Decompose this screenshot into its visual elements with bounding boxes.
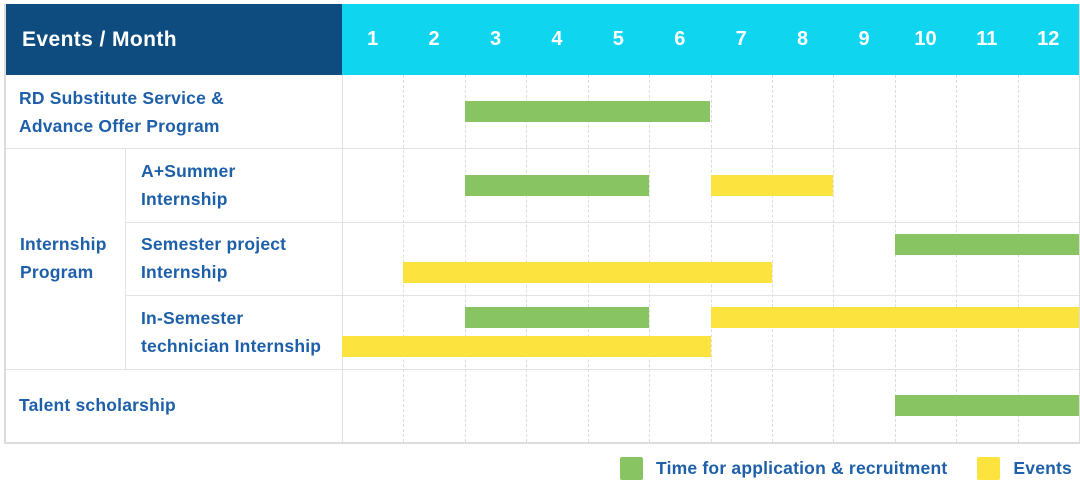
month-grid-line xyxy=(526,75,528,442)
month-grid-line xyxy=(649,75,651,442)
month-label-1: 1 xyxy=(367,28,379,50)
row-divider-line xyxy=(126,295,1079,297)
gantt-bar-events xyxy=(403,262,772,284)
month-label-2: 2 xyxy=(428,28,440,50)
row-label-line: RD Substitute Service & xyxy=(19,87,224,108)
row-label-line: Internship xyxy=(141,189,228,210)
label-grid-divider xyxy=(342,75,343,442)
gantt-chart-table: Events / Month 1 2 3 4 5 6 7 8 9 10 11 12 Internshi… xyxy=(4,4,1080,444)
row-label-line: Semester project xyxy=(141,234,287,255)
month-label-10: 10 xyxy=(914,28,937,50)
gantt-bar-recruitment xyxy=(894,394,1079,416)
header-title: Events / Month xyxy=(22,27,177,51)
gantt-bar-events xyxy=(710,174,834,196)
row-label-line: Talent scholarship xyxy=(19,395,176,416)
month-grid-line xyxy=(956,75,958,442)
gantt-bar-recruitment xyxy=(464,101,711,123)
month-grid-line xyxy=(833,75,835,442)
events-swatch-icon xyxy=(977,456,1001,480)
row-divider-line xyxy=(126,221,1079,223)
month-label-6: 6 xyxy=(674,28,686,50)
group-cell-internship-program: Internship Program xyxy=(6,148,126,369)
month-grid-line xyxy=(710,75,712,442)
gantt-bar-events xyxy=(342,335,711,357)
recruitment-swatch-icon xyxy=(620,456,644,480)
row-label-in-semester-technician-internship: In-Semester technician Internship xyxy=(126,295,342,368)
month-grid-line xyxy=(587,75,589,442)
header-months-row: 1 2 3 4 5 6 7 8 9 10 11 12 xyxy=(342,4,1079,75)
month-grid-line xyxy=(403,75,405,442)
row-label-line: technician Internship xyxy=(141,335,322,356)
group-label-line: Internship xyxy=(20,234,107,255)
month-label-12: 12 xyxy=(1037,28,1060,50)
gantt-bar-events xyxy=(710,307,1079,329)
month-label-3: 3 xyxy=(489,28,502,50)
legend: Time for application & recruitment Event… xyxy=(0,446,1072,490)
row-label-talent-scholarship: Talent scholarship xyxy=(6,369,342,442)
gantt-bar-recruitment xyxy=(894,233,1079,255)
row-label-semester-project-internship: Semester project Internship xyxy=(126,222,342,295)
row-divider-line xyxy=(6,368,1079,370)
row-label-rd-substitute-service-advance-offer-program: RD Substitute Service & Advance Offer Pro… xyxy=(6,75,342,148)
legend-item-events: Events xyxy=(977,456,1072,480)
month-label-11: 11 xyxy=(976,28,998,50)
gantt-bar-recruitment xyxy=(464,307,650,329)
row-divider-line xyxy=(6,148,1079,150)
group-label-line: Program xyxy=(20,262,94,283)
legend-label-recruitment: Time for application & recruitment xyxy=(656,457,948,478)
month-grid-line xyxy=(894,75,896,442)
month-label-5: 5 xyxy=(612,28,624,50)
month-grid-line xyxy=(464,75,466,442)
header-events-month-cell: Events / Month xyxy=(6,4,342,75)
legend-label-events: Events xyxy=(1013,457,1072,478)
row-label-line: A+Summer xyxy=(141,161,236,182)
month-label-9: 9 xyxy=(858,28,870,50)
month-grid-line xyxy=(1017,75,1019,442)
row-label-a-summer-internship: A+Summer Internship xyxy=(126,148,342,221)
month-grid-line xyxy=(771,75,773,442)
row-label-line: In-Semester xyxy=(141,307,244,328)
month-label-4: 4 xyxy=(551,28,563,50)
row-label-line: Advance Offer Program xyxy=(19,115,220,136)
row-label-line: Internship xyxy=(141,262,228,283)
month-label-8: 8 xyxy=(797,28,809,50)
month-label-7: 7 xyxy=(735,28,747,50)
gantt-bar-recruitment xyxy=(464,174,650,196)
legend-item-recruitment: Time for application & recruitment xyxy=(620,456,948,480)
